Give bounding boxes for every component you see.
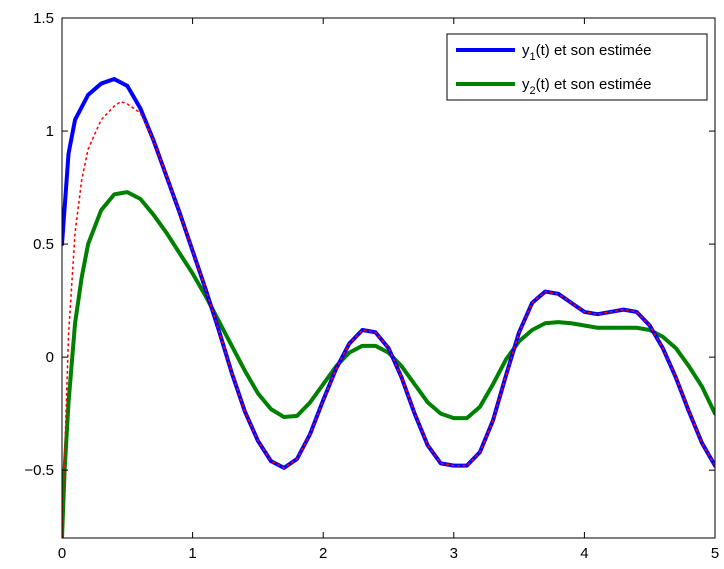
series-layer <box>62 77 715 538</box>
x-tick-label: 1 <box>188 545 196 562</box>
legend-box <box>446 33 708 101</box>
legend: y1(t) et son estimée y2(t) et son estimé… <box>446 33 708 101</box>
x-tick-label: 2 <box>319 545 327 562</box>
x-tick-label: 5 <box>711 545 719 562</box>
x-tick-label: 3 <box>450 545 458 562</box>
plot-frame <box>61 17 716 539</box>
y-tick-label: −0.5 <box>24 462 54 479</box>
x-tick-label: 4 <box>580 545 588 562</box>
legend-label-y2: y2(t) et son estimée <box>522 76 652 97</box>
y-tick-label: 1 <box>46 123 54 140</box>
y-tick-label: 0.5 <box>33 236 54 253</box>
y-tick-label: 0 <box>46 349 54 366</box>
series-red-dotted-line <box>62 100 715 538</box>
tick-labels: 0 1 2 3 4 5 −0.5 0 0.5 1 1.5 <box>24 10 719 562</box>
series-y2-line <box>62 190 715 538</box>
axis-ticks <box>61 17 716 538</box>
legend-label-y1: y1(t) et son estimée <box>522 42 652 63</box>
x-tick-label: 0 <box>58 545 66 562</box>
y-tick-label: 1.5 <box>33 10 54 27</box>
plot-background <box>62 18 715 538</box>
